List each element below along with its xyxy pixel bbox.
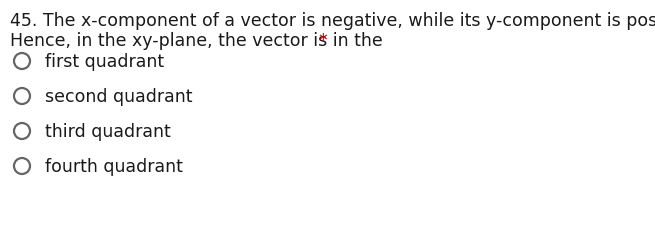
Text: third quadrant: third quadrant (45, 122, 171, 140)
Text: fourth quadrant: fourth quadrant (45, 158, 183, 175)
Text: second quadrant: second quadrant (45, 88, 193, 106)
Text: first quadrant: first quadrant (45, 53, 164, 71)
Text: *: * (318, 32, 327, 50)
Text: Hence, in the xy-plane, the vector is in the: Hence, in the xy-plane, the vector is in… (10, 32, 388, 50)
Text: 45. The x-component of a vector is negative, while its y-component is positive.: 45. The x-component of a vector is negat… (10, 12, 655, 30)
